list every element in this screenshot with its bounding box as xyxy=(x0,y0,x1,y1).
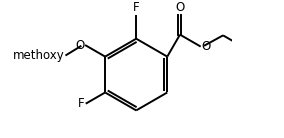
Text: methoxy: methoxy xyxy=(13,49,65,62)
Text: O: O xyxy=(201,40,211,53)
Text: F: F xyxy=(133,1,139,14)
Text: F: F xyxy=(78,97,85,110)
Text: O: O xyxy=(75,39,84,51)
Text: O: O xyxy=(175,2,185,14)
